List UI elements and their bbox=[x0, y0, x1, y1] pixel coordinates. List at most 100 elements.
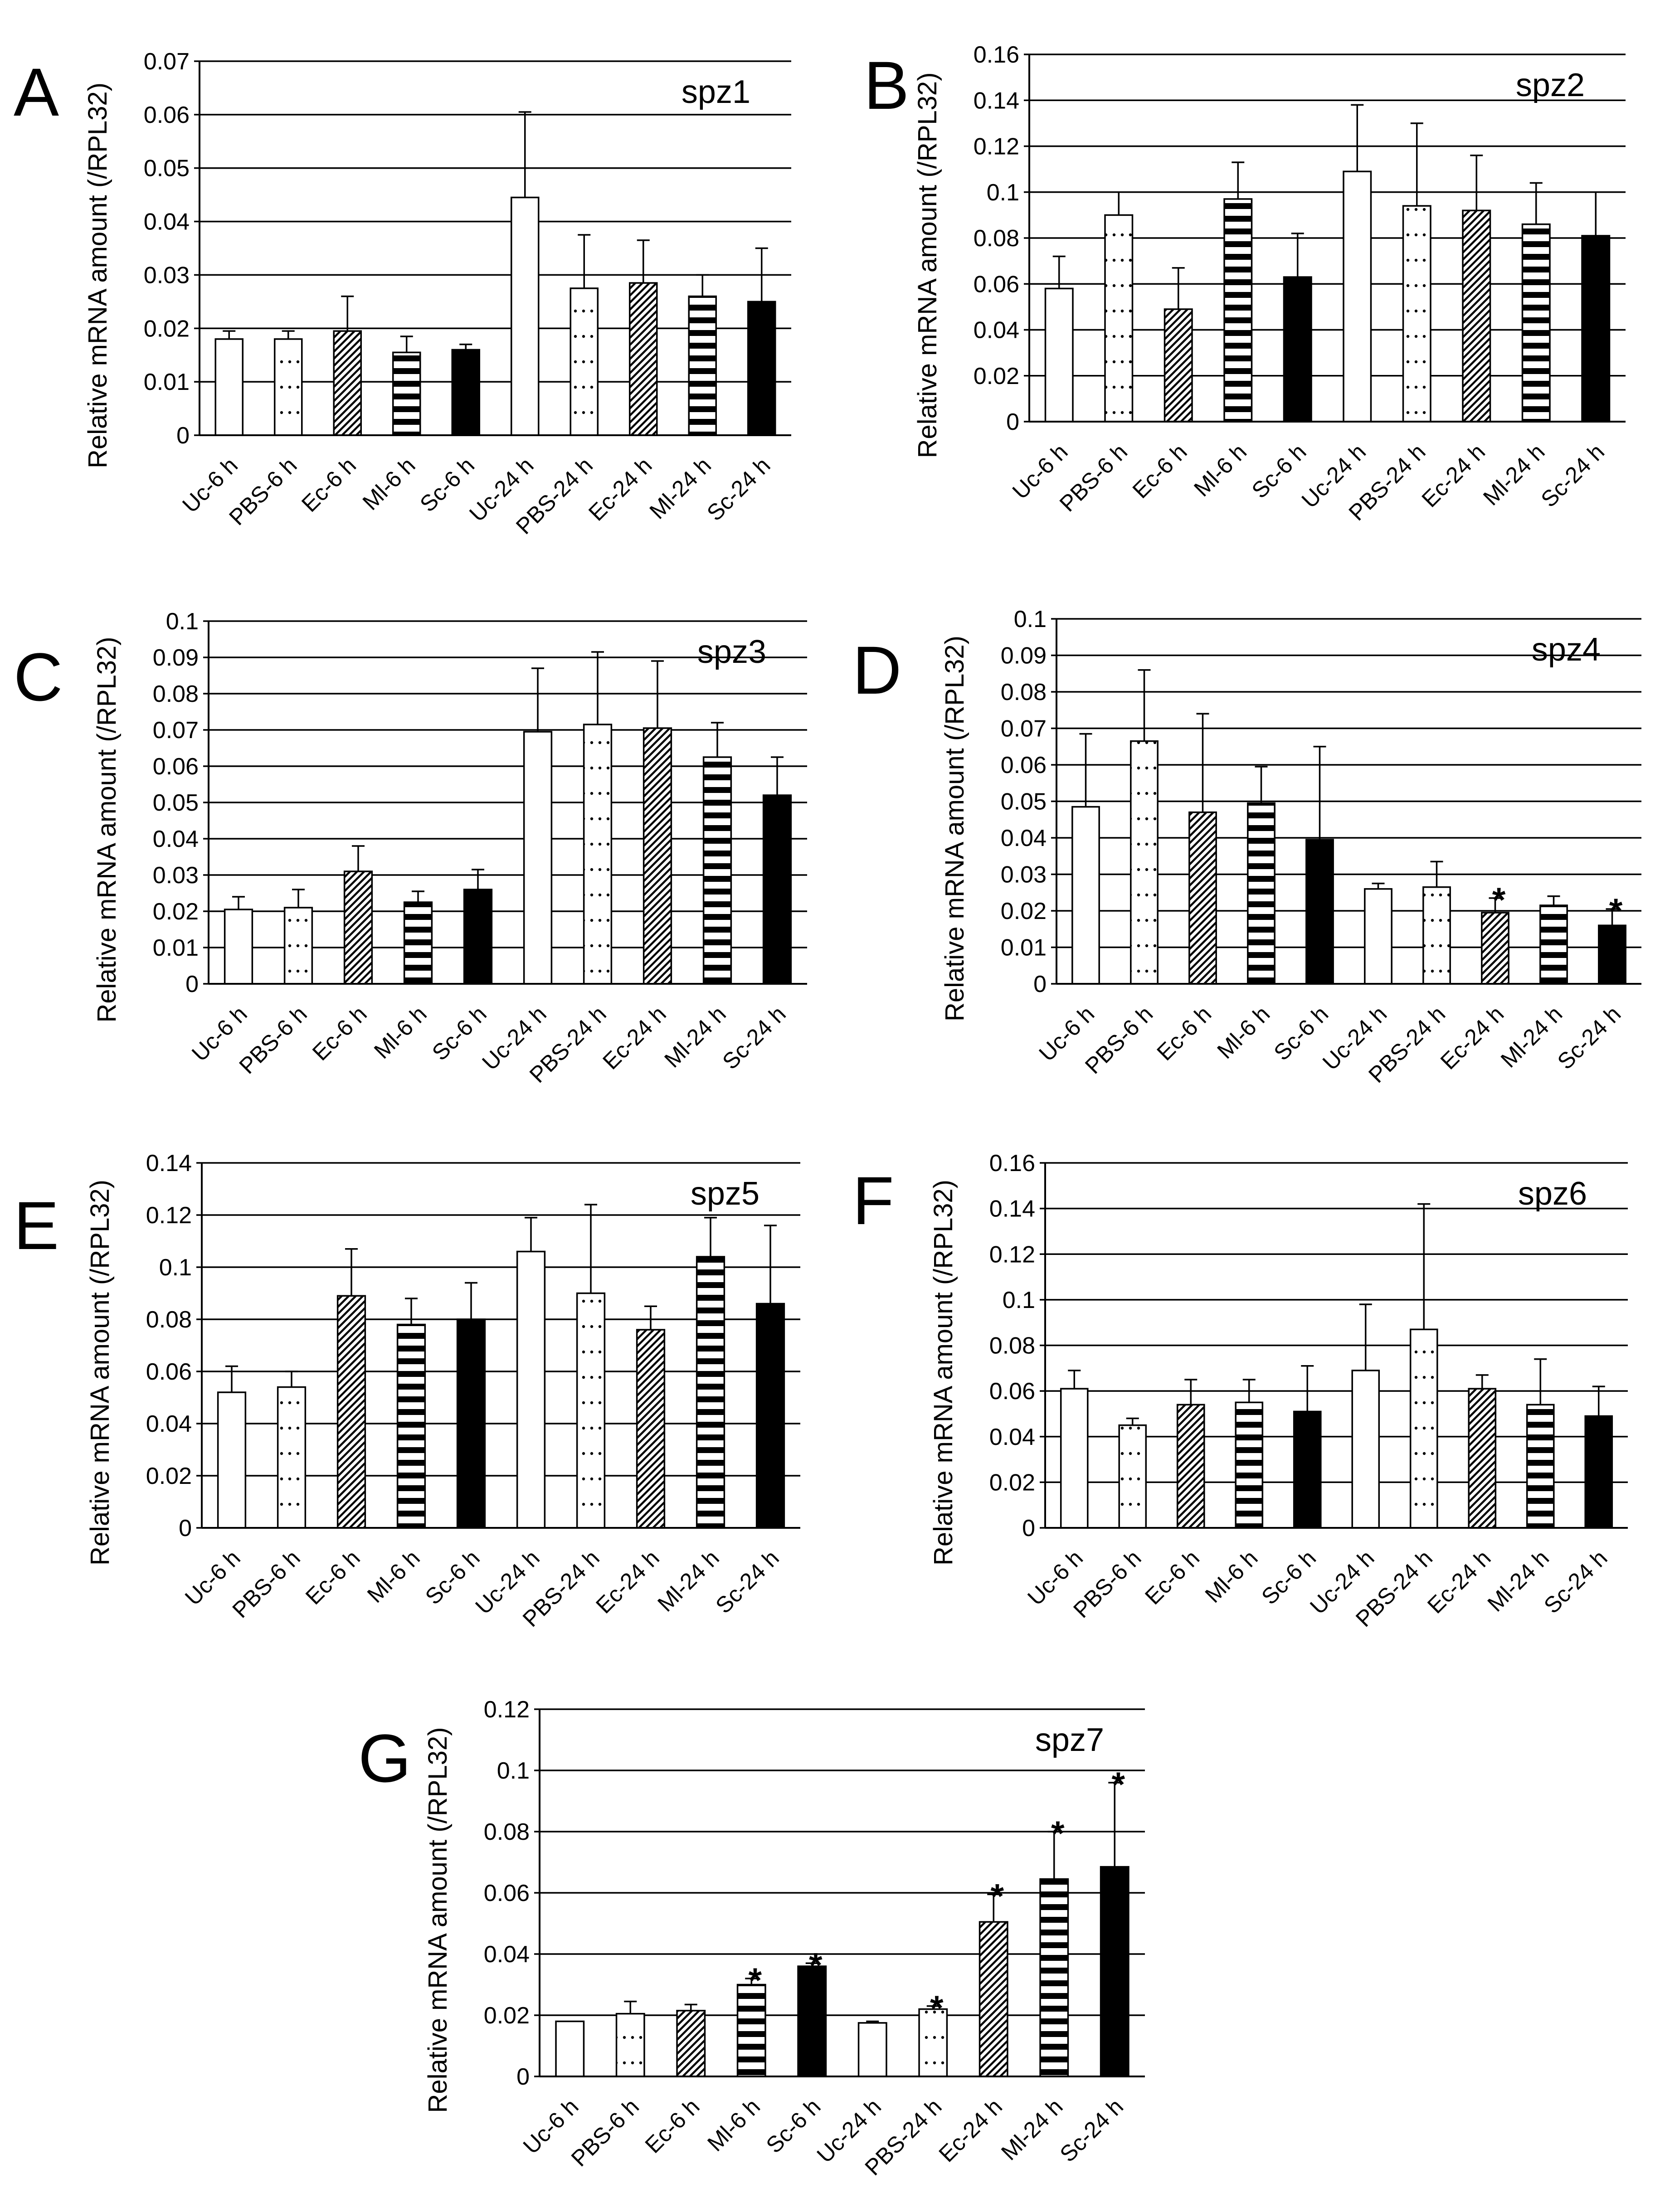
panel-d-letter: D bbox=[852, 632, 901, 708]
panel-d-significance-star: * bbox=[1492, 881, 1506, 919]
panel-d-gene-title: spz4 bbox=[1532, 632, 1601, 668]
panel-e-y-tick-label: 0.12 bbox=[146, 1202, 192, 1229]
panel-e-bar bbox=[576, 1292, 606, 1529]
panel-c: C 0 0.01 0.02 0.03 0.04 0.05 0.06 0.07 0.08 0.09 0… bbox=[14, 608, 807, 1088]
panel-g-significance-star: * bbox=[930, 1989, 944, 2027]
panel-d-category-label: Ec-24 h bbox=[1436, 1001, 1509, 1074]
panel-g-letter: G bbox=[358, 1720, 411, 1796]
panel-a-category-label: Ml-24 h bbox=[645, 452, 716, 524]
panel-c-bar bbox=[583, 724, 613, 985]
panel-f-category-label: Ml-24 h bbox=[1483, 1545, 1554, 1616]
panel-e-y-tick-label: 0.1 bbox=[159, 1254, 192, 1281]
panel-f-bar bbox=[1235, 1401, 1264, 1529]
panel-g-y-tick-label: 0.1 bbox=[497, 1758, 530, 1784]
panel-d-y-axis-label: Relative mRNA amount (/RPL32) bbox=[940, 636, 969, 1021]
panel-f-category-label: Ml-6 h bbox=[1200, 1545, 1263, 1608]
panel-g-bar bbox=[918, 2008, 948, 2077]
panel-e-bar bbox=[516, 1250, 546, 1529]
panel-g-category-label: Ec-24 h bbox=[934, 2094, 1007, 2167]
panel-c-y-tick-label: 0.01 bbox=[153, 935, 199, 961]
panel-d-bar bbox=[1481, 912, 1509, 985]
panel-g-bar bbox=[1100, 1866, 1129, 2077]
panel-a-y-tick-label: 0 bbox=[176, 423, 190, 449]
panel-g-significance-star: * bbox=[748, 1961, 762, 2000]
panel-a-bar bbox=[628, 282, 658, 436]
panel-g-bar bbox=[555, 2020, 585, 2077]
panel-g-significance-star: * bbox=[990, 1877, 1004, 1915]
panel-f-gene-title: spz6 bbox=[1518, 1176, 1587, 1212]
panel-a-y-tick-label: 0.07 bbox=[144, 49, 190, 75]
panel-c-y-tick-label: 0.04 bbox=[153, 826, 199, 852]
panel-e-category-label: Ml-6 h bbox=[362, 1545, 425, 1608]
panel-c-bar bbox=[224, 909, 253, 985]
panel-b: B 0 0.02 0.04 0.06 0.08 0.1 0.12 0.14 0.16 Relati… bbox=[864, 42, 1626, 525]
panel-e-category-label: Ml-24 h bbox=[652, 1545, 724, 1616]
panel-d-category-label: Ml-6 h bbox=[1212, 1001, 1275, 1064]
panel-e-category-label: Ec-6 h bbox=[301, 1545, 365, 1609]
panel-f-category-label: Ec-6 h bbox=[1140, 1545, 1204, 1609]
panel-c-bar bbox=[343, 870, 373, 985]
panel-f-y-tick-label: 0.12 bbox=[989, 1241, 1035, 1268]
panel-d: D 0 0.01 0.02 0.03 0.04 0.05 0.06 0.07 0.08 0.09 0… bbox=[852, 606, 1641, 1088]
panel-d-y-tick-label: 0.08 bbox=[1001, 679, 1047, 705]
panel-d-bar bbox=[1598, 924, 1626, 985]
panel-g-y-tick-label: 0 bbox=[516, 2064, 530, 2090]
panel-b-category-label: Sc-24 h bbox=[1536, 439, 1609, 512]
panel-f-y-tick-label: 0.06 bbox=[989, 1378, 1035, 1405]
panel-c-y-tick-label: 0.1 bbox=[166, 608, 199, 635]
panel-d-y-tick-label: 0.07 bbox=[1001, 716, 1047, 742]
panel-f-bar bbox=[1176, 1404, 1205, 1529]
panel-g-bar bbox=[979, 1921, 1008, 2077]
panel-c-y-tick-label: 0.08 bbox=[153, 681, 199, 707]
panel-e-y-axis-label: Relative mRNA amount (/RPL32) bbox=[85, 1180, 115, 1565]
panel-f-y-tick-label: 0.08 bbox=[989, 1333, 1035, 1359]
panel-a-y-tick-label: 0.04 bbox=[144, 209, 190, 235]
panel-b-bar bbox=[1283, 276, 1312, 423]
panel-f-bar bbox=[1351, 1370, 1380, 1529]
panel-a-bar bbox=[392, 351, 421, 436]
panel-b-category-label: Ec-6 h bbox=[1128, 439, 1192, 503]
panel-a-y-tick-label: 0.05 bbox=[144, 156, 190, 182]
panel-e-y-tick-label: 0.08 bbox=[146, 1307, 192, 1333]
panel-b-bar bbox=[1462, 209, 1491, 423]
panel-d-significance-star: * bbox=[1609, 892, 1623, 930]
panel-d-y-tick-label: 0.03 bbox=[1001, 862, 1047, 888]
panel-d-bar bbox=[1188, 811, 1217, 985]
panel-c-y-tick-label: 0.07 bbox=[153, 717, 199, 744]
panel-f-y-tick-label: 0 bbox=[1022, 1515, 1035, 1541]
panel-c-letter: C bbox=[14, 639, 63, 715]
panel-d-y-tick-label: 0 bbox=[1033, 971, 1047, 997]
panel-g-y-axis-label: Relative mRNA amount (/RPL32) bbox=[423, 1727, 453, 2113]
panel-g-significance-star: * bbox=[809, 1946, 823, 1984]
panel-c-category-label: Ml-24 h bbox=[659, 1001, 730, 1072]
panel-c-bar bbox=[643, 727, 672, 985]
panel-a-bar bbox=[214, 338, 244, 436]
panel-e-bar bbox=[396, 1323, 426, 1529]
panel-b-y-tick-label: 0 bbox=[1006, 409, 1019, 435]
panel-b-bar bbox=[1521, 223, 1551, 423]
panel-d-category-label: Sc-24 h bbox=[1553, 1001, 1626, 1074]
panel-g-gene-title: spz7 bbox=[1035, 1722, 1104, 1758]
panel-b-y-axis-label: Relative mRNA amount (/RPL32) bbox=[913, 73, 942, 458]
panel-f-bar bbox=[1468, 1388, 1497, 1529]
panel-a-bar bbox=[451, 349, 481, 436]
panel-c-y-tick-label: 0.05 bbox=[153, 790, 199, 816]
panel-e-bar bbox=[277, 1386, 307, 1529]
panel-a-y-tick-label: 0.03 bbox=[144, 262, 190, 288]
panel-f-category-label: Ec-24 h bbox=[1422, 1545, 1495, 1618]
panel-a-gene-title: spz1 bbox=[682, 74, 750, 110]
panel-b-category-label: Ml-24 h bbox=[1478, 439, 1549, 510]
panel-g-category-label: Ec-6 h bbox=[640, 2094, 705, 2158]
panel-b-bar bbox=[1581, 235, 1611, 423]
panel-c-category-label: Ec-6 h bbox=[307, 1001, 372, 1065]
panel-f-category-label: Sc-24 h bbox=[1539, 1545, 1612, 1618]
panel-b-bar bbox=[1104, 214, 1134, 423]
panel-b-y-tick-label: 0.06 bbox=[974, 271, 1019, 297]
panel-a-y-tick-label: 0.02 bbox=[144, 316, 190, 342]
panel-g-bar bbox=[615, 2013, 645, 2077]
panel-e-y-tick-label: 0 bbox=[179, 1515, 192, 1541]
panel-d-y-tick-label: 0.02 bbox=[1001, 898, 1047, 924]
panel-f-bar bbox=[1118, 1424, 1147, 1529]
panel-c-bar bbox=[702, 756, 732, 985]
